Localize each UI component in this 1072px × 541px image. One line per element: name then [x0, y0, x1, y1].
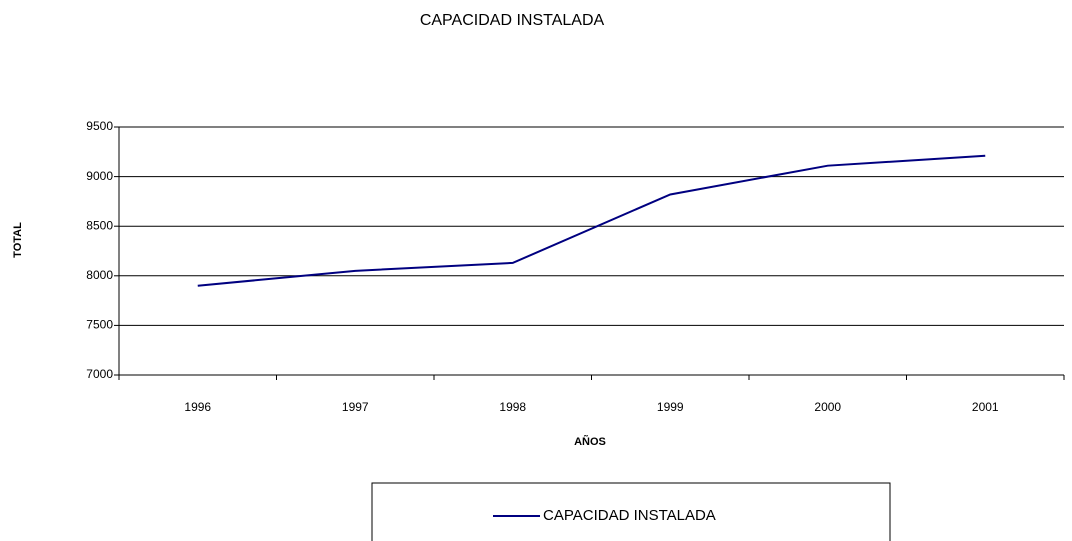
y-tick-label: 9500	[86, 119, 113, 133]
y-tick-label: 8500	[86, 218, 113, 232]
x-tick-label: 2001	[972, 400, 999, 414]
x-tick-label: 1997	[342, 400, 369, 414]
y-tick-label: 9000	[86, 169, 113, 183]
y-axis-title: TOTAL	[12, 222, 24, 258]
y-tick-label: 7500	[86, 318, 113, 332]
x-tick-label: 1998	[499, 400, 526, 414]
chart-title: CAPACIDAD INSTALADA	[420, 12, 605, 29]
series-line	[197, 154, 986, 287]
x-tick-label: 1999	[657, 400, 684, 414]
x-axis-title: AÑOS	[574, 435, 606, 448]
y-tick-label: 7000	[86, 367, 113, 381]
x-tick-label: 1996	[184, 400, 211, 414]
x-tick-label: 2000	[814, 400, 841, 414]
y-tick-label: 8000	[86, 268, 113, 282]
legend-label: CAPACIDAD INSTALADA	[543, 507, 716, 524]
legend-box	[371, 482, 891, 541]
